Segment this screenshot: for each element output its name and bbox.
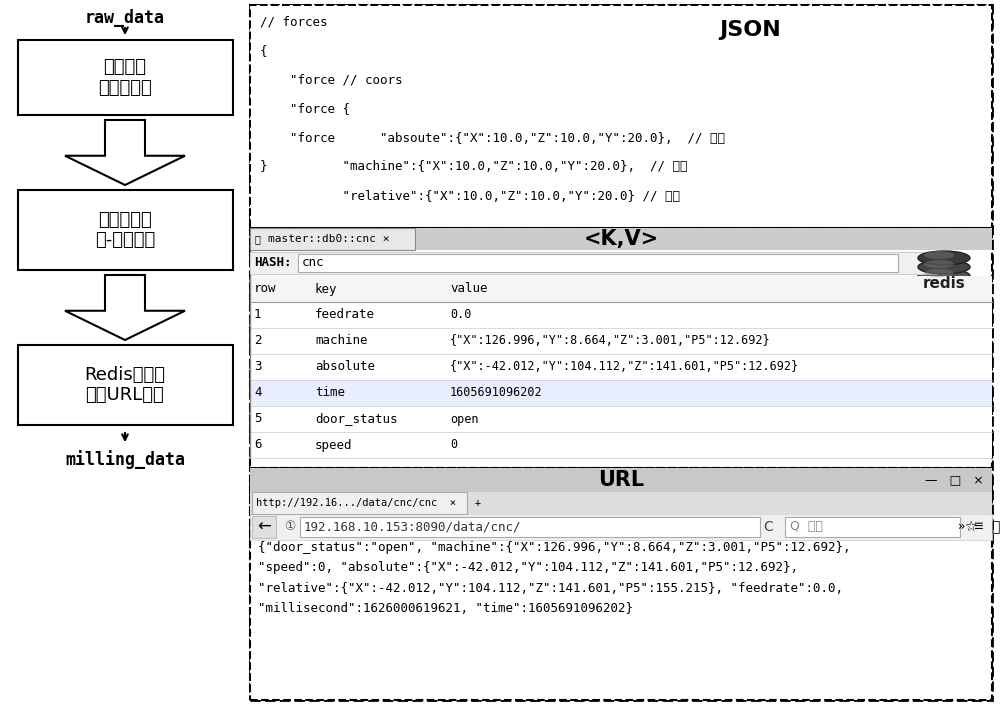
Text: 2: 2 (254, 334, 262, 348)
Ellipse shape (924, 260, 954, 268)
Text: raw_data: raw_data (85, 9, 165, 27)
Text: »  ≡: » ≡ (950, 520, 984, 534)
Text: 🔑: 🔑 (255, 234, 261, 244)
Ellipse shape (918, 269, 970, 283)
Text: 0: 0 (450, 438, 457, 452)
Text: "relative":{"X":10.0,"Z":10.0,"Y":20.0} // 相对: "relative":{"X":10.0,"Z":10.0,"Y":20.0} … (260, 190, 680, 202)
Bar (18, 345, 233, 425)
Text: 0.0: 0.0 (450, 309, 471, 321)
Bar (250, 228, 992, 468)
Text: "relative":{"X":-42.012,"Y":104.112,"Z":141.601,"P5":155.215}, "feedrate":0.0,: "relative":{"X":-42.012,"Y":104.112,"Z":… (258, 581, 843, 595)
Bar (785, 517, 960, 537)
Text: 3: 3 (254, 360, 262, 374)
Ellipse shape (924, 251, 954, 259)
Text: C: C (763, 520, 773, 534)
Text: JSON: JSON (719, 20, 781, 40)
Text: 标准化数据
键-值对存储: 标准化数据 键-值对存储 (95, 210, 155, 249)
Text: ☆: ☆ (964, 520, 976, 534)
Text: {: { (260, 45, 268, 57)
Text: cnc: cnc (302, 256, 324, 270)
Text: "millisecond":1626000619621, "time":1605691096202}: "millisecond":1626000619621, "time":1605… (258, 602, 633, 615)
Text: HASH:: HASH: (254, 256, 292, 270)
Bar (250, 228, 992, 250)
Text: 6: 6 (254, 438, 262, 452)
Text: 1: 1 (254, 309, 262, 321)
Text: door_status: door_status (315, 413, 398, 426)
Bar (250, 380, 992, 406)
Text: Q  搜索: Q 搜索 (790, 520, 823, 534)
Bar (252, 516, 276, 538)
Polygon shape (65, 120, 185, 185)
Text: URL: URL (598, 470, 644, 490)
Text: absolute: absolute (315, 360, 375, 374)
Bar (300, 517, 760, 537)
Text: 传输格式
标准化处理: 传输格式 标准化处理 (98, 58, 152, 97)
Bar (250, 5, 992, 700)
Text: open: open (450, 413, 479, 426)
Bar (250, 406, 992, 432)
Text: "speed":0, "absolute":{"X":-42.012,"Y":104.112,"Z":141.601,"P5":12.692},: "speed":0, "absolute":{"X":-42.012,"Y":1… (258, 561, 798, 574)
Bar (250, 252, 937, 274)
Text: "force {: "force { (260, 103, 350, 115)
Text: 自: 自 (991, 520, 999, 534)
Text: {"X":-42.012,"Y":104.112,"Z":141.601,"P5":12.692}: {"X":-42.012,"Y":104.112,"Z":141.601,"P5… (450, 360, 799, 374)
Bar (250, 468, 992, 492)
Text: <K,V>: <K,V> (583, 229, 659, 249)
Bar (251, 6, 991, 227)
Bar (18, 40, 233, 115)
Text: —   □   ×: — □ × (925, 474, 984, 486)
Text: // forces: // forces (260, 16, 328, 28)
Text: "force      "absoute":{"X":10.0,"Z":10.0,"Y":20.0},  // 绝对: "force "absoute":{"X":10.0,"Z":10.0,"Y":… (260, 132, 725, 144)
Text: milling_data: milling_data (65, 450, 185, 469)
Text: "force // coors: "force // coors (260, 74, 402, 86)
Bar (18, 190, 233, 270)
Bar (250, 432, 992, 458)
Text: 5: 5 (254, 413, 262, 426)
Text: redis: redis (923, 275, 965, 290)
Bar (250, 514, 992, 540)
Ellipse shape (918, 260, 970, 274)
Text: feedrate: feedrate (315, 309, 375, 321)
Text: }          "machine":{"X":10.0,"Z":10.0,"Y":20.0},  // 机床: } "machine":{"X":10.0,"Z":10.0,"Y":20.0}… (260, 161, 688, 173)
Text: 1605691096202: 1605691096202 (450, 387, 543, 399)
Bar (252, 492, 467, 514)
Ellipse shape (924, 269, 954, 277)
Polygon shape (65, 275, 185, 340)
Text: 192.168.10.153:8090/data/cnc/: 192.168.10.153:8090/data/cnc/ (304, 520, 522, 534)
Bar (250, 468, 992, 700)
Text: 4: 4 (254, 387, 262, 399)
Text: http://192.16.../data/cnc/cnc  ×   +: http://192.16.../data/cnc/cnc × + (256, 498, 481, 508)
Bar (250, 328, 992, 354)
Bar (250, 276, 992, 302)
Bar (250, 228, 415, 250)
Bar (250, 492, 992, 514)
Text: {"door_status":"open", "machine":{"X":126.996,"Y":8.664,"Z":3.001,"P5":12.692},: {"door_status":"open", "machine":{"X":12… (258, 542, 850, 554)
Text: time: time (315, 387, 345, 399)
Text: key: key (315, 282, 338, 295)
Text: master::db0::cnc ×: master::db0::cnc × (268, 234, 390, 244)
Bar (250, 5, 992, 228)
Text: {"X":126.996,"Y":8.664,"Z":3.001,"P5":12.692}: {"X":126.996,"Y":8.664,"Z":3.001,"P5":12… (450, 334, 771, 348)
Text: Redis数据库
数据URL映射: Redis数据库 数据URL映射 (84, 365, 166, 404)
Bar (250, 302, 992, 328)
Text: ←: ← (257, 518, 271, 536)
Bar (298, 254, 898, 272)
Text: value: value (450, 282, 488, 295)
Text: row: row (254, 282, 276, 295)
Text: machine: machine (315, 334, 368, 348)
Bar (250, 354, 992, 380)
Text: speed: speed (315, 438, 352, 452)
Ellipse shape (918, 251, 970, 265)
Text: ①: ① (284, 520, 296, 534)
